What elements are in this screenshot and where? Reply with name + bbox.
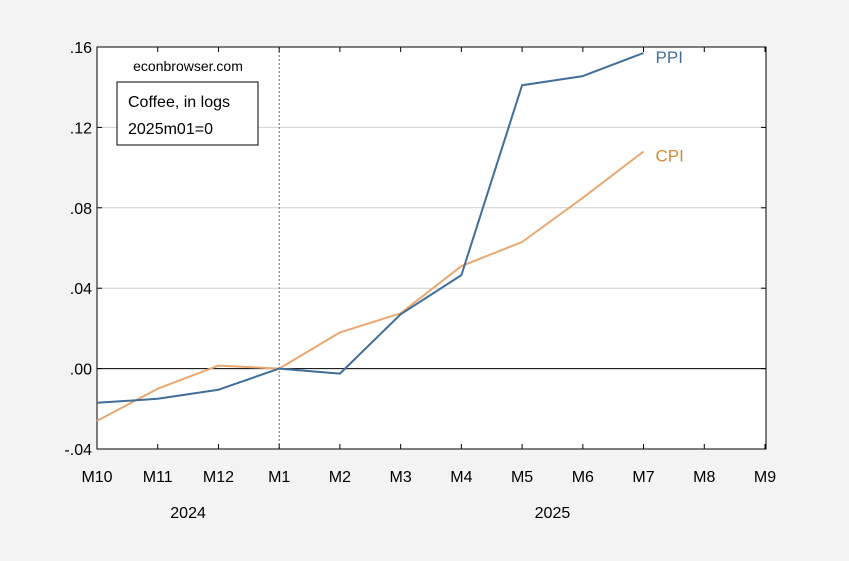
series-label-ppi: PPI: [656, 48, 683, 67]
x-tick-label: M3: [390, 469, 412, 486]
legend-box-line2: 2025m01=0: [128, 121, 213, 138]
year-labels: 2024 2025: [170, 505, 570, 522]
x-tick-label: M4: [450, 469, 472, 486]
x-tick-label: M2: [329, 469, 351, 486]
x-tick-label: M6: [572, 469, 594, 486]
x-axis: M10 M11 M12 M1 M2 M3 M4 M5 M6 M7 M8 M9: [81, 47, 776, 486]
x-tick-label: M12: [203, 469, 234, 486]
y-tick-label: .16: [70, 40, 92, 57]
x-tick-label: M11: [143, 469, 173, 486]
y-tick-label: .00: [70, 362, 92, 379]
series-lines: [96, 52, 645, 422]
y-tick-label: .12: [70, 120, 92, 137]
x-tick-label: M7: [632, 469, 654, 486]
legend-box: [116, 81, 259, 146]
x-tick-label: M9: [754, 469, 776, 486]
y-tick-label: .04: [70, 281, 92, 298]
y-tick-label: .08: [70, 201, 92, 218]
series-labels: PPI CPI: [656, 48, 684, 165]
x-tick-label: M5: [511, 469, 533, 486]
series-line-cpi: [96, 150, 645, 422]
legend-box-line1: Coffee, in logs: [128, 94, 230, 111]
y-axis: -.04 .00 .04 .08 .12 .16: [64, 40, 766, 459]
x-tick-label: M10: [81, 469, 112, 486]
source-label: econbrowser.com: [133, 58, 243, 74]
x-tick-label: M8: [693, 469, 715, 486]
series-label-cpi: CPI: [656, 147, 684, 166]
y-tick-label: -.04: [64, 442, 92, 459]
series-line-ppi: [96, 52, 644, 404]
year-label: 2024: [170, 505, 206, 522]
x-tick-label: M1: [268, 469, 290, 486]
year-label: 2025: [535, 505, 571, 522]
